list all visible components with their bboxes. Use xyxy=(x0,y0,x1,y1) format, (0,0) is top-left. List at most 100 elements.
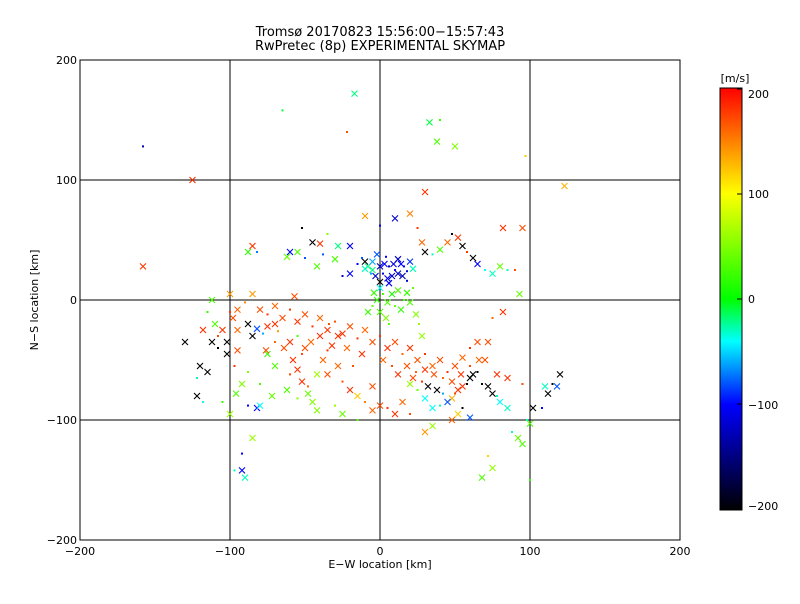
data-point xyxy=(280,344,288,352)
data-point xyxy=(249,332,256,340)
data-point xyxy=(277,330,279,333)
data-point xyxy=(221,401,224,403)
data-point xyxy=(364,401,366,403)
colorbar-label: [m/s] xyxy=(721,72,750,85)
data-point xyxy=(399,272,406,280)
grid-lines xyxy=(79,59,681,541)
data-point xyxy=(281,109,284,112)
data-point xyxy=(491,317,494,319)
data-point xyxy=(418,323,420,325)
data-point xyxy=(238,467,246,474)
data-point xyxy=(364,308,372,316)
data-point xyxy=(262,332,264,335)
data-point xyxy=(373,296,381,304)
data-point xyxy=(283,253,291,261)
data-point xyxy=(454,392,456,395)
data-point xyxy=(418,239,426,246)
x-tick-label: 0 xyxy=(377,545,384,558)
data-point xyxy=(233,469,236,472)
data-point xyxy=(496,263,504,270)
data-point xyxy=(379,335,381,337)
data-point xyxy=(553,383,561,390)
colorbar: [m/s] 200 100 0 −100 −200 xyxy=(719,72,778,513)
data-point xyxy=(354,392,361,400)
data-point xyxy=(416,389,419,391)
data-point xyxy=(286,338,294,346)
data-point xyxy=(264,350,271,358)
data-point xyxy=(331,255,339,263)
data-point xyxy=(346,270,354,277)
data-point xyxy=(384,275,391,282)
data-point xyxy=(426,119,433,126)
x-axis-label: E−W location [km] xyxy=(328,558,431,571)
data-point xyxy=(489,270,496,277)
data-point xyxy=(313,263,321,270)
data-point xyxy=(234,326,241,334)
data-point xyxy=(289,356,297,364)
data-point xyxy=(484,338,492,346)
data-point xyxy=(361,257,363,259)
data-point xyxy=(291,293,298,300)
data-point xyxy=(249,242,256,250)
data-point xyxy=(521,383,524,385)
data-point xyxy=(561,182,568,190)
data-point xyxy=(451,362,459,370)
data-point xyxy=(361,265,369,273)
y-axis-label: N−S location [km] xyxy=(28,250,41,351)
data-point xyxy=(341,380,344,383)
data-point xyxy=(346,131,348,133)
data-point xyxy=(391,215,399,222)
data-point xyxy=(416,227,419,229)
data-point xyxy=(466,383,468,385)
data-point xyxy=(208,338,216,346)
data-point xyxy=(385,255,387,258)
colorbar-tick-marks xyxy=(737,88,742,510)
data-point xyxy=(361,326,369,334)
data-point xyxy=(418,332,426,340)
data-point xyxy=(259,383,261,385)
data-point xyxy=(412,287,414,289)
data-point xyxy=(388,323,390,325)
data-point xyxy=(283,386,291,394)
data-point xyxy=(394,255,402,263)
data-point xyxy=(328,342,336,349)
data-point xyxy=(307,385,309,388)
data-point xyxy=(446,371,449,373)
data-point xyxy=(189,176,196,184)
data-point xyxy=(403,289,411,297)
data-point xyxy=(334,332,342,340)
data-point xyxy=(233,365,236,367)
data-point xyxy=(406,299,414,306)
data-point xyxy=(406,279,408,282)
data-point xyxy=(403,299,405,301)
data-point xyxy=(394,270,402,277)
data-point xyxy=(516,290,523,298)
data-point xyxy=(433,386,441,394)
data-point xyxy=(511,431,513,433)
data-point xyxy=(431,253,434,256)
data-point xyxy=(279,314,286,322)
data-point xyxy=(339,410,346,418)
data-point xyxy=(475,356,483,364)
data-point xyxy=(406,210,414,217)
colorbar-tick-label: −200 xyxy=(748,500,778,513)
data-point xyxy=(313,371,321,378)
data-point xyxy=(384,344,391,352)
y-axis-ticks: 200 100 0 −100 −200 xyxy=(47,54,77,547)
data-point xyxy=(247,404,249,407)
data-point xyxy=(529,404,537,412)
data-point xyxy=(544,390,552,397)
data-point xyxy=(369,383,376,390)
data-point xyxy=(334,320,336,323)
data-point xyxy=(442,377,444,379)
data-point xyxy=(382,293,384,295)
data-point xyxy=(403,265,405,268)
data-point xyxy=(328,323,330,325)
data-point xyxy=(519,224,526,232)
data-point xyxy=(369,266,376,274)
data-point xyxy=(229,311,231,313)
data-point xyxy=(484,269,486,271)
data-point xyxy=(388,265,390,268)
data-point xyxy=(373,251,381,258)
data-point xyxy=(139,263,147,270)
